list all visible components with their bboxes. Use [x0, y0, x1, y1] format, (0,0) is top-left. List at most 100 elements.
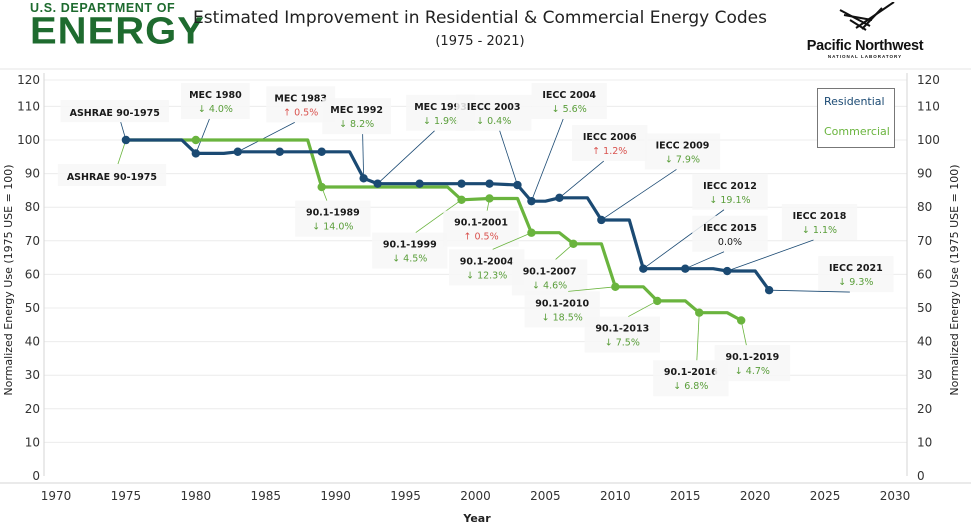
data-point-residential — [723, 266, 732, 276]
annotation-leader-line — [628, 300, 658, 317]
annotation-box — [455, 94, 532, 131]
y-tick-label-right: 30 — [917, 368, 932, 382]
x-tick-label: 2010 — [600, 489, 631, 503]
annotation-leader-line — [769, 289, 850, 293]
annotation-box — [181, 83, 250, 120]
annotation-box — [714, 345, 791, 382]
data-point-residential — [121, 135, 131, 145]
annotation-box — [511, 259, 588, 296]
annotation-label: MEC 1980 — [189, 90, 242, 101]
data-point-residential — [415, 179, 424, 188]
annotation-change: ↓ 4.7% — [735, 366, 770, 377]
annotation-label: IECC 2006 — [583, 132, 637, 143]
series-line-residential — [124, 138, 771, 292]
annotation-layer: ASHRAE 90-1975 ASHRAE 90-1975 MEC 1980 ↓ 4.… — [57, 83, 894, 397]
annotation-box — [584, 316, 661, 353]
y-tick-label-right: 10 — [917, 435, 932, 449]
x-tick-label: 2030 — [880, 489, 911, 503]
annotation-change: ↓ 18.5% — [542, 312, 583, 323]
y-tick-label-left: 50 — [25, 301, 40, 315]
annotation-label: 90.1-2004 — [460, 256, 514, 267]
data-point-residential — [513, 180, 522, 190]
y-tick-label-right: 80 — [917, 200, 932, 214]
annotation-box — [572, 125, 648, 162]
annotation-box — [295, 200, 371, 237]
data-point-commercial — [527, 228, 536, 237]
annotation-label: IECC 2004 — [542, 90, 596, 101]
annotation-leader-line — [601, 169, 677, 221]
annotation-change: ↓ 4.5% — [392, 254, 427, 265]
data-point-residential — [317, 147, 326, 156]
annotation-leader-line — [492, 232, 532, 250]
annotation-label: MEC 1983 — [274, 93, 327, 104]
annotation-label: ASHRAE 90-1975 — [67, 172, 157, 183]
x-tick-label: 1990 — [320, 489, 351, 503]
annotation-box — [372, 232, 448, 269]
legend: Residential Commercial — [817, 88, 895, 148]
y-tick-label-left: 10 — [25, 435, 40, 449]
annotation-change: ↓ 4.0% — [198, 104, 233, 115]
y-tick-label-left: 20 — [25, 402, 40, 416]
y-tick-label-right: 100 — [917, 133, 940, 147]
annotation-change: ↓ 19.1% — [709, 195, 750, 206]
annotation-change: ↓ 12.3% — [466, 270, 507, 281]
annotation-change: ↓ 4.6% — [532, 280, 567, 291]
annotation-leader-line — [377, 130, 435, 184]
annotation-label: ASHRAE 90-1975 — [70, 108, 160, 119]
x-tick-label: 1980 — [181, 489, 212, 503]
annotation-change: ↓ 1.9% — [423, 116, 458, 127]
legend-commercial: Commercial — [824, 125, 890, 138]
data-point-commercial — [611, 282, 620, 292]
annotation-change: ↓ 6.8% — [673, 381, 708, 392]
annotation-label: MEC 1992 — [330, 105, 383, 116]
annotation-change: ↓ 8.2% — [339, 119, 374, 130]
y-tick-label-left: 80 — [25, 200, 40, 214]
annotation-box — [781, 204, 858, 240]
x-tick-label: 2015 — [670, 489, 701, 503]
annotation-change: ↓ 5.6% — [552, 104, 587, 115]
annotation-box — [818, 256, 894, 293]
doe-logo: U.S. DEPARTMENT OF ENERGY — [30, 2, 205, 53]
series-lines — [121, 135, 774, 325]
y-tick-label-left: 110 — [17, 99, 40, 113]
data-point-residential — [191, 149, 201, 158]
y-tick-label-left: 100 — [17, 133, 40, 147]
annotation-box — [692, 215, 768, 252]
y-tick-label-right: 120 — [917, 73, 940, 87]
annotation-box — [322, 98, 392, 135]
y-axis-label-left: Normalized Energy Use (1975 USE = 100) — [2, 164, 15, 395]
annotation-change: ↑ 0.5% — [283, 107, 318, 118]
annotation-leader-line — [117, 139, 127, 165]
data-point-residential — [485, 179, 494, 188]
annotation-box — [531, 83, 607, 120]
annotation-label: 90.1-2013 — [595, 324, 649, 335]
pnnl-subtitle: NATIONAL LABORATORY — [827, 54, 903, 59]
data-point-residential — [275, 147, 284, 156]
annotation-label: IECC 2015 — [703, 223, 757, 234]
annotation-label: 90.1-2007 — [523, 266, 577, 277]
pnnl-logo: Pacific Northwest NATIONAL LABORATORY — [795, 1, 935, 59]
y-tick-label-left: 60 — [25, 267, 40, 281]
data-point-commercial — [191, 135, 201, 145]
y-tick-label-left: 120 — [17, 73, 40, 87]
data-point-residential — [597, 215, 606, 225]
annotation-box — [644, 133, 721, 170]
annotation-label: 90.1-2001 — [454, 218, 508, 229]
legend-residential: Residential — [824, 95, 885, 108]
x-tick-label: 2025 — [810, 489, 841, 503]
doe-logo-energy-text: ENERGY — [30, 10, 205, 53]
y-tick-label-left: 70 — [25, 234, 40, 248]
x-tick-label: 2000 — [460, 489, 491, 503]
annotation-label: 90.1-1989 — [306, 208, 360, 219]
y-tick-label-left: 30 — [25, 368, 40, 382]
y-tick-label-right: 40 — [917, 335, 932, 349]
chart-subtitle: (1975 - 2021) — [435, 34, 525, 49]
data-point-commercial — [736, 316, 746, 325]
annotation-leader-line — [696, 312, 700, 361]
x-tick-label: 1995 — [390, 489, 421, 503]
data-point-commercial — [457, 195, 466, 205]
x-tick-label: 1985 — [250, 489, 281, 503]
data-point-residential — [681, 264, 690, 273]
x-axis-label: Year — [462, 512, 491, 525]
